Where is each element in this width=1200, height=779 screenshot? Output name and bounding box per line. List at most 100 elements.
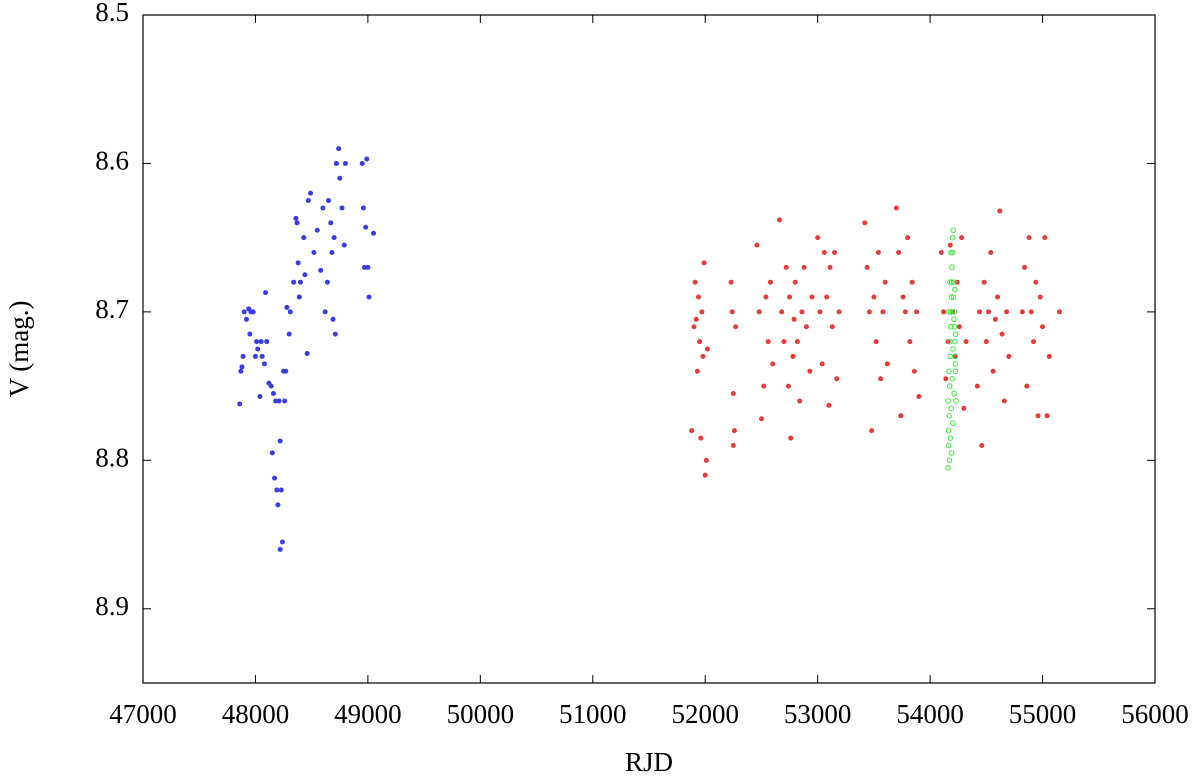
point — [893, 205, 899, 211]
y-tick-label: 8.9 — [95, 591, 129, 621]
point — [701, 260, 707, 266]
point — [261, 361, 267, 367]
point — [907, 339, 913, 345]
point — [767, 279, 773, 285]
point — [302, 272, 308, 278]
point — [988, 250, 994, 256]
point — [324, 279, 330, 285]
point — [692, 279, 698, 285]
point — [938, 250, 944, 256]
point — [250, 309, 256, 315]
point — [756, 309, 762, 315]
point — [945, 464, 951, 471]
point — [947, 353, 954, 360]
point — [326, 198, 332, 204]
point — [951, 390, 957, 397]
point — [945, 398, 951, 404]
point — [781, 339, 787, 345]
point — [946, 413, 953, 419]
point — [952, 353, 959, 360]
point — [952, 331, 959, 337]
point — [900, 294, 906, 300]
point — [698, 435, 704, 441]
point — [995, 294, 1001, 300]
point — [950, 346, 956, 352]
point — [776, 217, 782, 223]
point — [977, 309, 983, 315]
point — [911, 368, 917, 374]
point — [809, 294, 815, 300]
point — [951, 323, 958, 330]
point — [792, 279, 798, 285]
point — [329, 250, 335, 256]
point — [284, 304, 290, 310]
point — [947, 279, 953, 286]
point — [1040, 324, 1046, 330]
point — [322, 309, 328, 315]
point — [240, 353, 246, 359]
point — [950, 309, 956, 315]
point — [1001, 398, 1007, 404]
point — [286, 331, 292, 337]
point — [992, 316, 998, 322]
point — [702, 472, 708, 478]
point — [898, 413, 904, 419]
point — [787, 294, 793, 300]
point — [950, 294, 957, 300]
point — [691, 324, 697, 330]
x-tick-label: 49000 — [334, 699, 402, 729]
point — [905, 235, 911, 241]
point — [947, 242, 953, 248]
point — [1037, 294, 1043, 300]
point — [950, 227, 956, 234]
point — [945, 442, 952, 449]
point — [951, 316, 957, 323]
point — [258, 339, 264, 345]
point — [953, 398, 959, 404]
point — [308, 190, 314, 196]
point — [826, 402, 832, 408]
point — [914, 309, 920, 315]
point — [341, 242, 347, 248]
point — [296, 294, 302, 300]
point — [862, 220, 868, 226]
point — [1026, 235, 1032, 241]
point — [986, 309, 992, 315]
point — [318, 267, 324, 273]
point — [1024, 383, 1030, 389]
x-axis-label: RJD — [625, 747, 673, 777]
point — [945, 427, 952, 434]
y-tick-label: 8.6 — [95, 146, 129, 176]
point — [339, 205, 345, 211]
point — [836, 309, 842, 315]
point — [829, 324, 835, 330]
point — [754, 242, 760, 248]
point — [880, 309, 886, 315]
point — [238, 368, 244, 374]
x-tick-label: 52000 — [671, 699, 739, 729]
point — [758, 416, 764, 422]
point — [779, 309, 785, 315]
point — [948, 294, 955, 300]
point — [239, 364, 245, 370]
point — [277, 546, 283, 552]
x-tick-label: 51000 — [559, 699, 627, 729]
point — [333, 160, 339, 166]
point — [278, 487, 284, 493]
point — [252, 353, 258, 359]
point — [1022, 264, 1028, 270]
point — [257, 394, 263, 400]
point — [950, 279, 957, 286]
point — [371, 230, 377, 236]
point — [981, 279, 987, 285]
point — [330, 316, 336, 322]
point — [241, 309, 247, 315]
point — [295, 260, 301, 266]
point — [275, 502, 281, 508]
point — [783, 264, 789, 270]
y-tick-label: 8.7 — [95, 294, 129, 324]
point — [363, 224, 369, 230]
point — [909, 279, 915, 285]
point — [1056, 309, 1062, 315]
point — [277, 438, 283, 444]
